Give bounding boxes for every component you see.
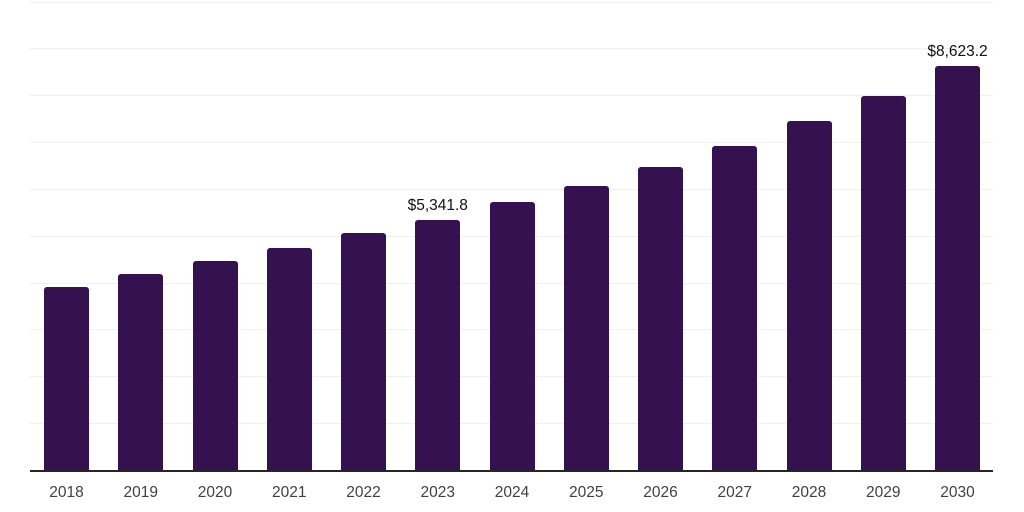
gridline-9000	[30, 48, 993, 50]
bar-2026[interactable]	[638, 166, 683, 470]
bar-value-label-2030: $8,623.2	[927, 43, 988, 60]
gridline-10000	[30, 1, 993, 3]
bar-value-label-2023: $5,341.8	[407, 196, 468, 214]
bar-2030[interactable]	[935, 66, 980, 470]
bar-2029[interactable]	[860, 95, 906, 470]
x-tick-label-2019: 2019	[123, 484, 158, 501]
bar-2025[interactable]	[563, 186, 609, 470]
x-tick-label-2020: 2020	[197, 484, 233, 501]
x-tick-label-2024: 2024	[494, 484, 530, 501]
bar-2024[interactable]	[489, 202, 535, 470]
x-tick-label-2028: 2028	[791, 484, 827, 501]
x-tick-label-2021: 2021	[272, 484, 307, 501]
bar-2019[interactable]	[118, 274, 164, 470]
x-tick-label-2026: 2026	[643, 484, 678, 501]
bar-2023[interactable]	[415, 219, 461, 470]
bar-2027[interactable]	[712, 145, 758, 470]
gridline-7000	[30, 142, 993, 144]
bar-2022[interactable]	[341, 232, 386, 470]
x-axis-line	[30, 469, 993, 472]
bar-2020[interactable]	[192, 261, 238, 470]
x-tick-label-2022: 2022	[346, 484, 381, 501]
bar-2018[interactable]	[44, 287, 89, 470]
bar-2021[interactable]	[266, 248, 312, 470]
x-tick-label-2029: 2029	[866, 484, 901, 501]
x-tick-label-2025: 2025	[569, 484, 604, 501]
bar-2028[interactable]	[786, 120, 832, 470]
gridline-6000	[30, 188, 993, 190]
x-tick-label-2027: 2027	[717, 484, 752, 501]
gridline-8000	[30, 95, 993, 97]
x-tick-label-2018: 2018	[49, 484, 84, 501]
x-tick-label-2030: 2030	[940, 484, 975, 501]
x-tick-label-2023: 2023	[420, 484, 455, 501]
